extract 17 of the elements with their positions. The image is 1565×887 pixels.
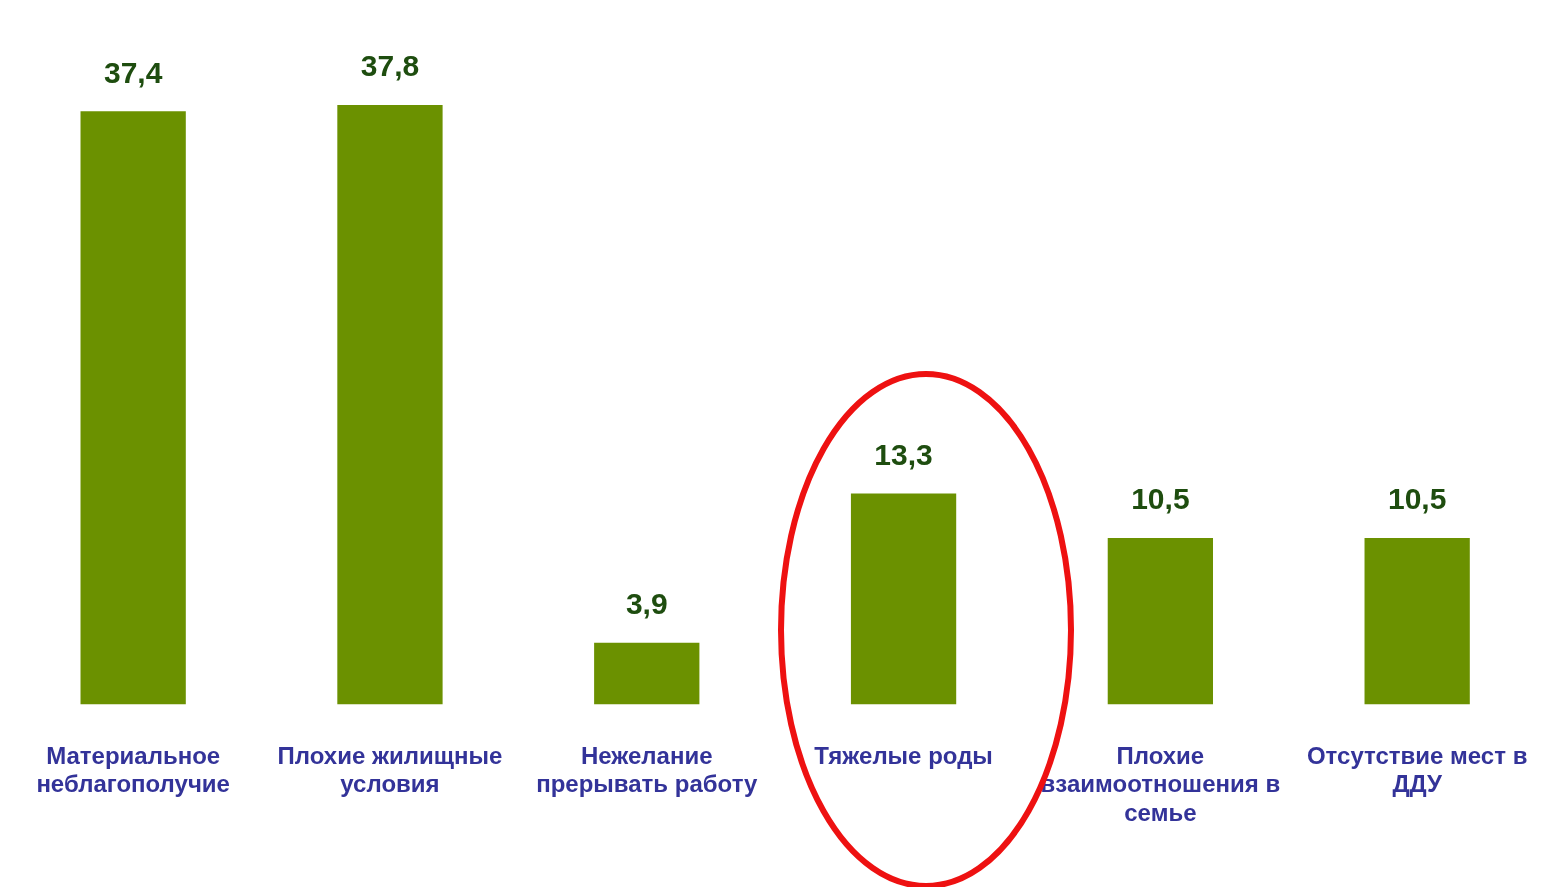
data-label: 10,5 — [1131, 482, 1190, 516]
x-tick-label: Плохие жилищные условия — [277, 741, 503, 798]
bar — [337, 104, 443, 705]
data-label: 3,9 — [625, 586, 668, 620]
x-tick-label: Материальное неблагополучие — [36, 741, 230, 798]
x-tick-label: Тяжелые роды — [814, 741, 993, 769]
data-label: 13,3 — [874, 437, 933, 471]
bar — [594, 642, 700, 705]
bar — [80, 111, 186, 705]
x-tick-label: Нежелание прерывать работу — [536, 741, 759, 798]
bar — [850, 493, 957, 705]
data-label: 37,4 — [103, 55, 163, 89]
data-label: 37,8 — [360, 49, 420, 83]
bar — [1364, 538, 1470, 705]
bar — [1107, 538, 1214, 705]
x-tick-label: Отсутствие мест в ДДУ — [1306, 741, 1528, 798]
data-label: 10,5 — [1387, 482, 1447, 516]
